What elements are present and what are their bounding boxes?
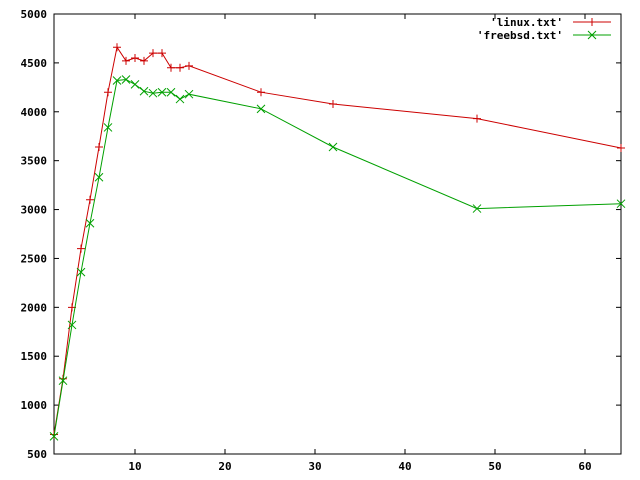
y-tick-label: 1000 [21, 399, 48, 412]
y-tick-label: 4000 [21, 106, 48, 119]
data-point [85, 218, 95, 228]
data-point [157, 87, 167, 97]
data-point [587, 30, 597, 40]
legend-label: 'freebsd.txt' [477, 29, 563, 42]
y-tick-label: 2000 [21, 301, 48, 314]
series-2 [49, 75, 626, 441]
series-1 [50, 43, 625, 439]
data-point [58, 376, 68, 386]
x-tick-label: 20 [218, 460, 231, 473]
x-tick-label: 60 [578, 460, 591, 473]
data-point [139, 86, 149, 96]
data-point [67, 320, 77, 330]
data-point [148, 88, 158, 98]
legend: 'linux.txt''freebsd.txt' [477, 16, 611, 42]
data-point [140, 56, 148, 65]
data-point [329, 99, 337, 108]
series-line [53, 78, 622, 437]
data-point [130, 80, 140, 89]
data-point [473, 114, 481, 123]
series-line [53, 45, 622, 435]
data-point [86, 195, 94, 204]
data-point [158, 49, 166, 58]
data-point [257, 88, 265, 97]
data-point [167, 63, 175, 72]
data-point [166, 87, 176, 97]
data-point [131, 54, 139, 62]
data-point [112, 76, 122, 85]
data-point [103, 123, 113, 132]
data-point [113, 43, 121, 52]
data-point [184, 89, 194, 99]
data-point [472, 204, 482, 213]
legend-label: 'linux.txt' [490, 16, 563, 29]
x-tick-label: 10 [128, 460, 141, 473]
data-point [588, 18, 596, 26]
data-point [122, 56, 130, 65]
y-tick-label: 4500 [21, 57, 48, 70]
data-point [95, 142, 103, 151]
plot-frame [53, 13, 622, 455]
data-point [94, 172, 104, 182]
axis-ticks: 500 1000 1500 2000 2500 3000 3500 4000 4500 5000 1… [21, 8, 621, 473]
x-tick-label: 50 [488, 460, 501, 473]
data-point [121, 75, 131, 84]
data-point [49, 432, 59, 441]
data-point [76, 267, 86, 277]
y-tick-label: 5000 [21, 8, 48, 21]
data-point [175, 94, 185, 104]
x-tick-label: 30 [308, 460, 321, 473]
data-point [256, 104, 266, 114]
data-point [77, 244, 85, 253]
data-point [617, 143, 625, 152]
y-tick-label: 1500 [21, 350, 48, 363]
data-point [328, 142, 338, 152]
y-tick-label: 3000 [21, 204, 48, 217]
y-tick-label: 3500 [21, 155, 48, 168]
data-point [149, 49, 157, 58]
data-point [176, 63, 184, 72]
data-point [616, 199, 626, 209]
data-point [104, 88, 112, 97]
y-tick-label: 2500 [21, 252, 48, 265]
x-tick-label: 40 [398, 460, 411, 473]
data-point [185, 61, 193, 70]
series-layer [49, 43, 626, 441]
y-tick-label: 500 [27, 448, 47, 461]
